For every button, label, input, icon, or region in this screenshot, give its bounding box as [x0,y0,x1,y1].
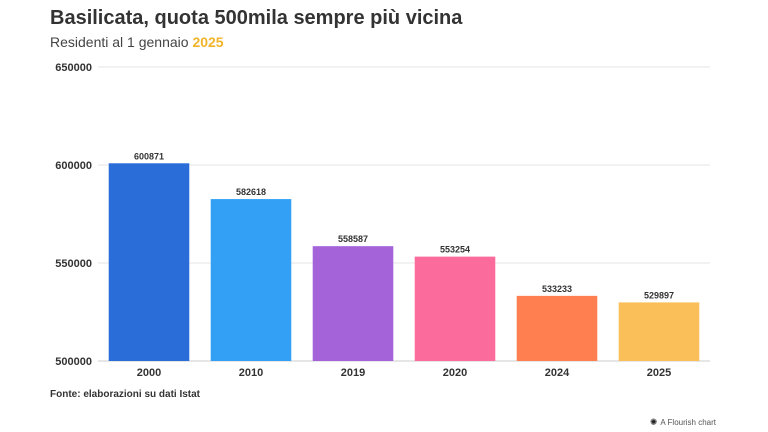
data-label: 529897 [644,290,674,300]
y-tick-label: 500000 [55,356,92,368]
x-tick-label: 2024 [545,367,570,379]
flourish-credit-text: A Flourish chart [660,418,716,427]
bar [312,246,394,361]
data-label: 553254 [440,245,470,255]
bar [414,256,496,361]
y-tick-label: 600000 [55,160,92,172]
flourish-credit[interactable]: ✺ A Flourish chart [650,417,716,428]
chart-title: Basilicata, quota 500mila sempre più vic… [50,7,463,29]
bar [108,163,190,361]
y-tick-label: 650000 [55,62,92,74]
x-tick-label: 2000 [137,367,161,379]
x-tick-label: 2025 [647,367,671,379]
x-tick-label: 2010 [239,367,263,379]
subtitle-text: Residenti al 1 gennaio [50,34,193,50]
bar [210,199,292,361]
data-label: 582618 [236,187,266,197]
flourish-logo-icon: ✺ [649,417,658,427]
bar [618,302,700,361]
subtitle-year-highlight: 2025 [192,34,224,50]
y-tick-label: 550000 [55,258,92,270]
x-tick-label: 2019 [341,367,365,379]
data-label: 533233 [542,284,572,294]
bar [516,295,598,361]
data-label: 558587 [338,234,368,244]
source-note: Fonte: elaborazioni su dati Istat [50,389,201,400]
data-label: 600871 [134,151,164,161]
chart-subtitle: Residenti al 1 gennaio 2025 [50,34,224,50]
x-tick-label: 2020 [443,367,467,379]
